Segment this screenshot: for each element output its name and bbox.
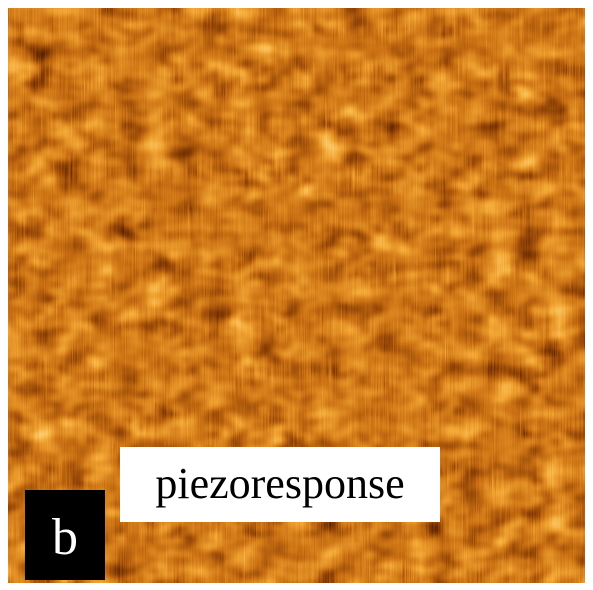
micrograph-figure: piezoresponse b: [0, 0, 593, 590]
panel-label: b: [52, 509, 78, 566]
caption: piezoresponse: [155, 459, 404, 508]
page: piezoresponse b (() => { const data = JS…: [0, 0, 593, 590]
